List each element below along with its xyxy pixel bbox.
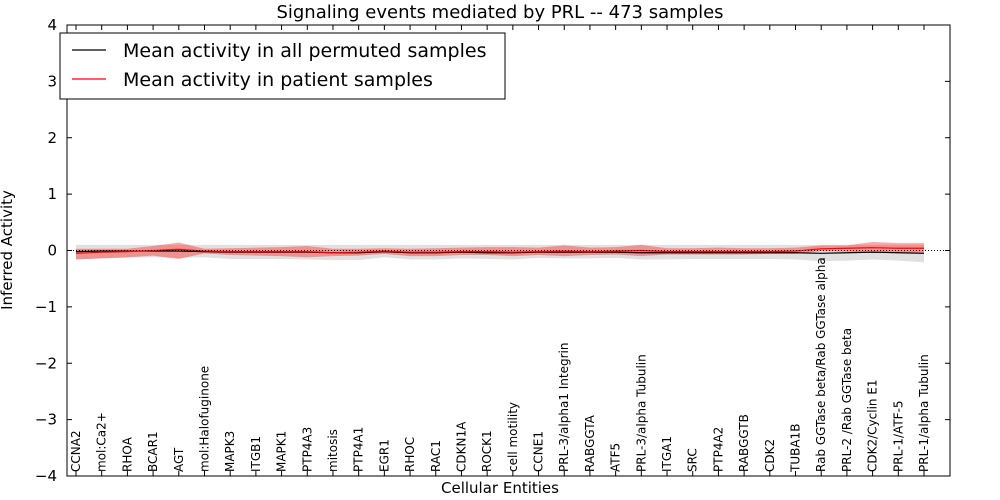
category-label: PRL-3/alpha1 Integrin xyxy=(557,343,571,473)
y-tick-label: 3 xyxy=(47,72,57,90)
category-label: Rab GGTase beta/Rab GGTase alpha xyxy=(814,257,828,472)
legend-label-permuted: Mean activity in all permuted samples xyxy=(123,40,486,62)
category-label: PRL-3/alpha Tubulin xyxy=(634,354,648,472)
category-label: RHOA xyxy=(120,436,134,472)
category-label: RABGGTB xyxy=(737,414,751,472)
category-label: RAC1 xyxy=(429,440,443,472)
y-axis-label: Inferred Activity xyxy=(0,190,16,310)
category-label: ROCK1 xyxy=(480,430,494,472)
category-label: CDK2/Cyclin E1 xyxy=(866,379,880,472)
category-label: PRL-2 /Rab GGTase beta xyxy=(840,328,854,472)
x-axis-label: Cellular Entities xyxy=(441,479,559,497)
category-label: cell motility xyxy=(506,402,520,472)
legend-label-patient: Mean activity in patient samples xyxy=(123,69,433,91)
y-tick-label: 2 xyxy=(47,129,57,147)
y-tick-label: 1 xyxy=(47,185,57,203)
y-tick-label: −1 xyxy=(35,298,57,316)
y-tick-label: 0 xyxy=(47,242,57,260)
category-label: PTP4A2 xyxy=(711,427,725,472)
category-label: CCNA2 xyxy=(69,430,83,472)
category-label: TUBA1B xyxy=(789,424,803,473)
category-labels: CCNA2 mol:Ca2+ RHOA BCAR1 AGT mol:Halofuginon… xyxy=(69,257,931,473)
legend-box xyxy=(59,32,506,100)
category-label: PRL-1/alpha Tubulin xyxy=(917,354,931,472)
category-label: mol:Ca2+ xyxy=(95,412,109,472)
y-tick-label: 4 xyxy=(47,16,57,34)
legend: Mean activity in all permuted samples Me… xyxy=(59,32,506,100)
category-label: CDKN1A xyxy=(454,421,468,472)
category-label: mol:Halofuginone xyxy=(197,366,211,472)
category-label: ATF5 xyxy=(609,443,623,472)
category-label: PTP4A1 xyxy=(352,427,366,472)
category-label: EGR1 xyxy=(377,439,391,472)
y-tick-label: −3 xyxy=(35,411,57,429)
category-label: MAPK1 xyxy=(275,431,289,472)
category-label: AGT xyxy=(172,447,186,472)
category-label: RHOC xyxy=(403,437,417,472)
category-label: mitosis xyxy=(326,429,340,472)
band-permuted xyxy=(76,244,924,263)
y-tick-label: −4 xyxy=(35,467,57,485)
line-patient xyxy=(75,247,924,254)
category-label: ITGA1 xyxy=(660,436,674,472)
category-label: CDK2 xyxy=(763,439,777,472)
y-tick-label: −2 xyxy=(35,354,57,372)
category-label: CCNE1 xyxy=(532,431,546,472)
category-label: RABGGTA xyxy=(583,414,597,472)
series-lines xyxy=(75,247,925,254)
category-label: PTP4A3 xyxy=(300,427,314,472)
category-label: PRL-1/ATF-5 xyxy=(891,400,905,472)
category-label: BCAR1 xyxy=(146,431,160,472)
category-label: MAPK3 xyxy=(223,431,237,472)
chart-title: Signaling events mediated by PRL -- 473 … xyxy=(276,2,723,23)
x-axis-ticks xyxy=(75,25,925,476)
category-label: SRC xyxy=(686,448,700,472)
category-label: ITGB1 xyxy=(249,436,263,472)
